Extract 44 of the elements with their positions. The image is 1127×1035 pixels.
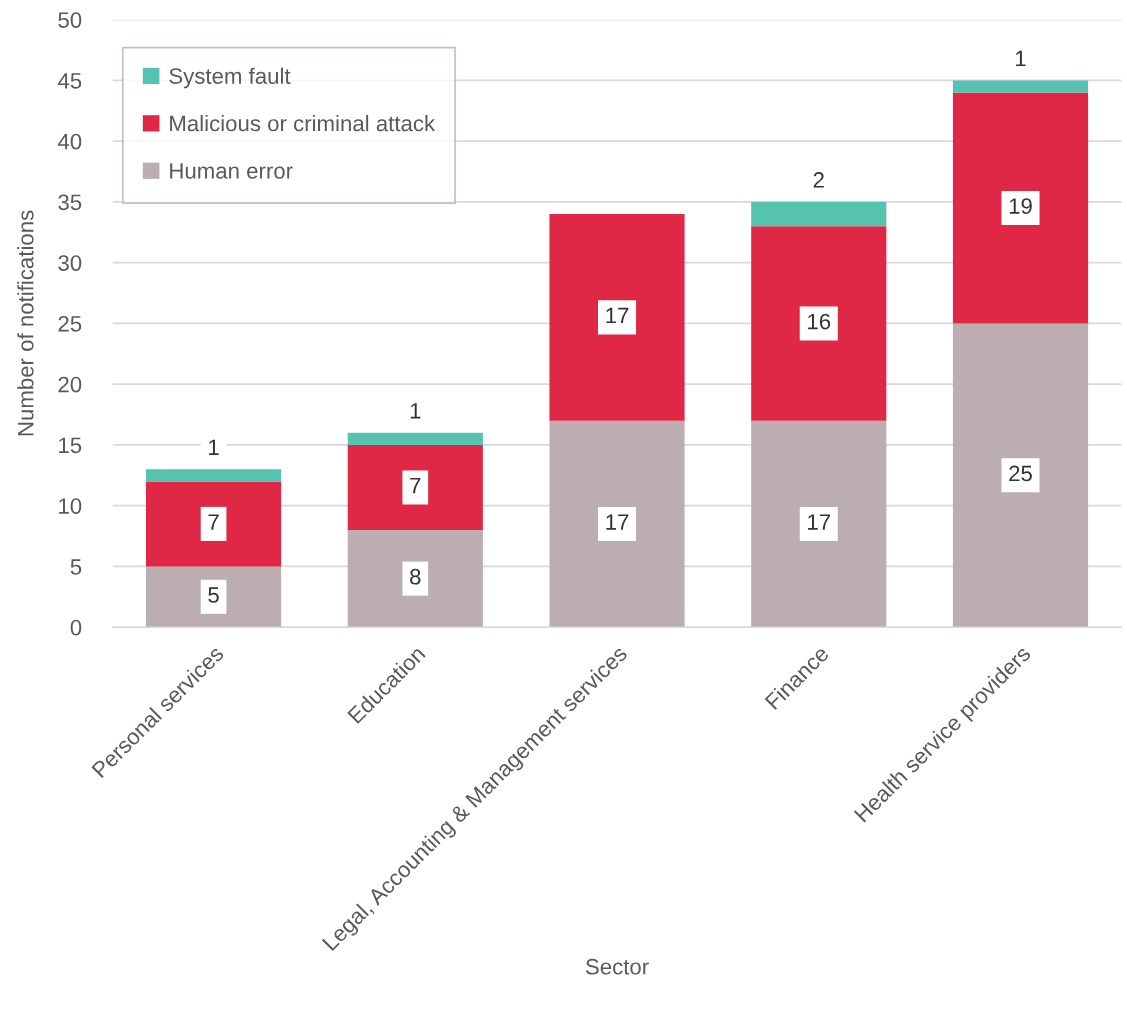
data-label: 8 bbox=[410, 568, 421, 585]
bar bbox=[549, 214, 685, 421]
bar bbox=[347, 530, 483, 628]
data-label: 17 bbox=[808, 514, 831, 530]
data-label: 7 bbox=[208, 514, 219, 530]
y-tick-label: 35 bbox=[58, 194, 82, 211]
y-tick-label: 50 bbox=[58, 12, 82, 28]
bar bbox=[549, 420, 685, 628]
legend-label: System fault bbox=[169, 67, 291, 89]
legend-label: Human error bbox=[170, 163, 293, 179]
data-label: 17 bbox=[606, 307, 629, 324]
bar bbox=[751, 420, 887, 628]
bar bbox=[347, 444, 483, 530]
data-label: 1 bbox=[410, 403, 421, 419]
legend-label: Malicious or criminal attack bbox=[170, 114, 436, 132]
data-label: 19 bbox=[1009, 198, 1032, 214]
y-tick-label: 30 bbox=[58, 255, 82, 271]
bar bbox=[952, 80, 1089, 93]
x-axis-title: Sector bbox=[585, 958, 649, 975]
data-label: 25 bbox=[1009, 465, 1032, 482]
y-tick-label: 15 bbox=[59, 437, 82, 454]
data-label: 16 bbox=[808, 313, 831, 330]
data-label: 1 bbox=[209, 439, 219, 455]
y-axis-title: Number of notifications bbox=[17, 210, 34, 436]
data-label: 17 bbox=[606, 514, 629, 530]
data-label: 1 bbox=[1016, 50, 1026, 67]
bar bbox=[145, 481, 282, 567]
bar bbox=[145, 469, 282, 482]
bar bbox=[952, 92, 1089, 324]
y-tick-label: 5 bbox=[70, 559, 82, 575]
y-tick-label: 10 bbox=[59, 498, 82, 514]
bar bbox=[751, 226, 887, 421]
y-tick-label: 40 bbox=[57, 133, 82, 150]
data-label: 5 bbox=[208, 587, 219, 603]
y-tick-label: 25 bbox=[58, 315, 82, 332]
data-label: 2 bbox=[813, 172, 824, 188]
data-label: 7 bbox=[410, 477, 421, 494]
y-tick-label: 45 bbox=[57, 73, 82, 89]
bar bbox=[145, 566, 282, 628]
y-tick-label: 0 bbox=[70, 619, 82, 636]
bar bbox=[751, 201, 887, 227]
bar bbox=[347, 432, 483, 445]
y-tick-label: 20 bbox=[58, 376, 82, 393]
bar bbox=[952, 323, 1089, 628]
